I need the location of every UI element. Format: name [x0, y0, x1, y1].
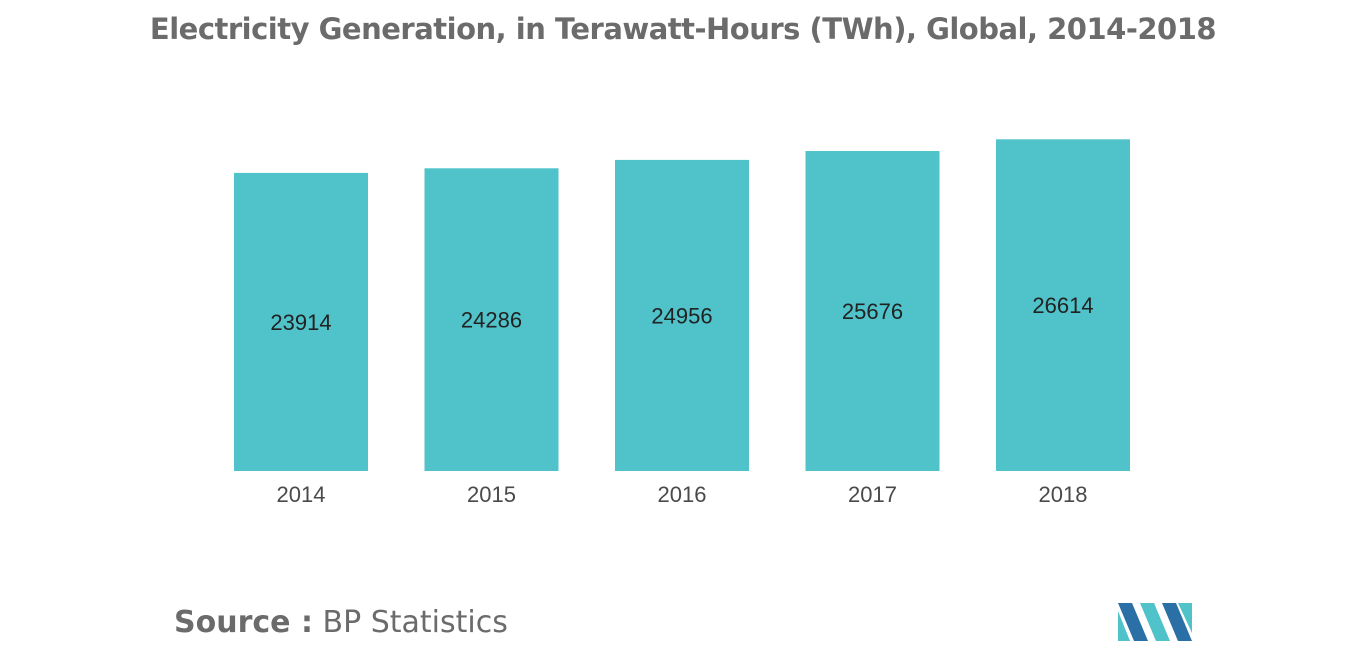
bar-value-label-2016: 24956	[651, 304, 712, 329]
source-note: Source : BP Statistics	[174, 605, 508, 640]
bar-2016	[615, 159, 749, 471]
bar-value-label-2014: 23914	[270, 310, 331, 335]
source-label: Source :	[174, 605, 313, 640]
x-tick-label-2015: 2015	[467, 482, 516, 507]
bars-group	[234, 139, 1130, 472]
bar-2014	[234, 172, 368, 471]
bar-2017	[805, 151, 940, 471]
x-tick-labels-group: 2014 2015 2016 2017 2018	[277, 482, 1088, 507]
value-labels-group: 23914 24286 24956 25676 26614	[270, 293, 1093, 335]
chart-title: Electricity Generation, in Terawatt-Hour…	[149, 12, 1217, 46]
source-value: BP Statistics	[322, 605, 508, 640]
x-tick-label-2014: 2014	[277, 482, 326, 507]
bar-value-label-2015: 24286	[461, 308, 522, 333]
x-tick-label-2017: 2017	[848, 482, 897, 507]
bar-value-label-2018: 26614	[1032, 293, 1093, 318]
bar-2015	[424, 168, 559, 472]
bar-value-label-2017: 25676	[842, 299, 903, 324]
x-tick-label-2018: 2018	[1039, 482, 1088, 507]
mordor-intelligence-logo-icon	[1118, 603, 1192, 641]
bar-2018	[996, 139, 1130, 472]
x-tick-label-2016: 2016	[658, 482, 707, 507]
